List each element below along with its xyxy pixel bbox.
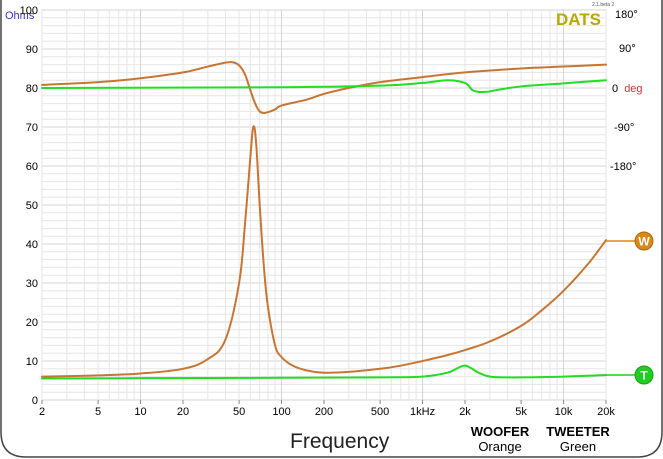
x-tick-label: 20k <box>597 406 615 418</box>
x-tick-label: 5 <box>95 406 101 418</box>
legend-tweeter-color: Green <box>560 439 596 454</box>
tweeter-marker[interactable] <box>634 365 654 385</box>
woofer-marker[interactable] <box>634 231 654 251</box>
phase-label-minus180: -180° <box>610 161 636 173</box>
x-tick-label: 10 <box>134 406 146 418</box>
y-tick-label: 40 <box>26 239 38 251</box>
brand-logo: DATS <box>556 10 601 29</box>
legend-woofer-name: WOOFER <box>471 424 530 439</box>
woofer-impedance-curve <box>41 125 607 378</box>
grid <box>41 9 607 401</box>
tweeter-phase-curve <box>41 79 607 94</box>
tweeter-impedance-curve <box>41 364 607 380</box>
tweeter-marker-letter: T <box>640 369 648 383</box>
y-tick-label: 100 <box>20 5 38 17</box>
phase-label-90: 90° <box>619 43 636 55</box>
y-tick-label: 70 <box>26 122 38 134</box>
x-tick-label: 1kHz <box>410 406 435 418</box>
y-tick-label: 90 <box>26 44 38 56</box>
x-tick-label: 200 <box>315 406 333 418</box>
woofer-phase-curve <box>41 60 607 114</box>
y-axis: 0 10 20 30 40 50 60 70 80 90 100 <box>20 5 38 407</box>
woofer-marker-letter: W <box>638 235 650 249</box>
legend-woofer-color: Orange <box>478 439 521 454</box>
x-tick-label: 20 <box>177 406 189 418</box>
units-label: Ohms <box>5 10 35 22</box>
y-tick-label: 80 <box>26 83 38 95</box>
phase-label-zero: 0 deg <box>612 83 643 95</box>
phase-label-180: 180° <box>615 9 638 21</box>
phase-label-minus90: -90° <box>614 122 634 134</box>
x-tick-label: 500 <box>371 406 389 418</box>
phase-zero-unit: deg <box>624 83 642 95</box>
version-label: 2.1.beta 2 <box>592 2 614 8</box>
x-axis: 2 5 10 20 50 100 200 500 1kHz 2k 5k 10k 20k <box>39 400 615 418</box>
x-tick-label: 10k <box>555 406 573 418</box>
y-tick-label: 0 <box>32 395 38 407</box>
x-tick-label: 2k <box>459 406 471 418</box>
x-tick-label: 50 <box>233 406 245 418</box>
x-tick-label: 100 <box>272 406 290 418</box>
x-tick-label: 5k <box>515 406 527 418</box>
phase-zero-num: 0 <box>612 83 618 95</box>
y-tick-label: 10 <box>26 356 38 368</box>
curves <box>41 60 607 380</box>
frequency-label: Frequency <box>290 430 390 453</box>
x-tick-label: 2 <box>39 406 45 418</box>
y-tick-label: 50 <box>26 200 38 212</box>
y-tick-label: 20 <box>26 317 38 329</box>
y-tick-label: 30 <box>26 278 38 290</box>
y-tick-label: 60 <box>26 161 38 173</box>
legend-tweeter-name: TWEETER <box>546 424 610 439</box>
